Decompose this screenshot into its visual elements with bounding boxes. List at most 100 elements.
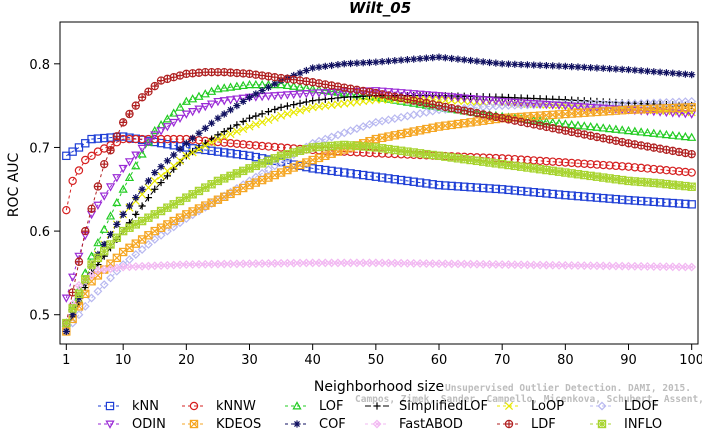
x-tick-label-1: 1: [62, 353, 70, 368]
point-ldf-100: [687, 149, 696, 159]
point-knn-45: [340, 168, 349, 177]
point-odin-55: [402, 89, 413, 98]
point-cof-98: [675, 70, 683, 78]
point-inflo-3: [74, 289, 84, 299]
point-knnw-83: [580, 159, 589, 168]
point-cof-60: [435, 53, 443, 61]
point-lof-29: [238, 80, 248, 90]
point-inflo-78: [548, 166, 557, 176]
point-cof-22: [195, 129, 203, 137]
point-cof-66: [473, 57, 481, 65]
point-loop-27: [226, 130, 235, 139]
point-loop-21: [188, 148, 197, 157]
point-inflo-96: [662, 179, 671, 189]
point-lof-8: [105, 211, 116, 220]
point-knn-84: [586, 192, 595, 202]
point-knn-91: [630, 196, 640, 205]
legend-item-fastabod: FastABOD: [365, 417, 463, 432]
point-ldof-71: [504, 101, 513, 110]
point-knn-26: [220, 148, 229, 157]
point-odin-7: [99, 192, 109, 201]
point-cof-34: [271, 80, 279, 88]
point-fastabod-28: [232, 259, 242, 269]
point-knn-52: [384, 174, 393, 183]
point-fastabod-66: [472, 259, 482, 269]
point-knn-80: [561, 190, 570, 200]
point-odin-98: [674, 109, 684, 118]
point-cof-62: [448, 54, 456, 63]
point-ldof-70: [497, 101, 507, 111]
point-fastabod-33: [264, 259, 273, 268]
point-fastabod-99: [680, 262, 690, 272]
point-knnw-92: [636, 163, 646, 173]
point-knn-71: [504, 185, 513, 195]
point-cof-2: [69, 311, 77, 319]
point-odin-18: [169, 118, 179, 128]
point-ldof-95: [655, 98, 665, 108]
point-loop-34: [270, 113, 279, 122]
point-odin-23: [200, 102, 210, 112]
point-simplifiedlof-30: [245, 114, 254, 122]
point-odin-10: [118, 164, 128, 174]
point-loop-15: [150, 176, 159, 185]
point-cof-64: [460, 56, 468, 64]
point-cof-31: [252, 90, 260, 98]
point-fastabod-73: [516, 260, 526, 270]
point-knn-87: [605, 194, 614, 203]
point-knn-92: [636, 196, 646, 206]
point-fastabod-53: [390, 258, 400, 268]
point-fastabod-11: [125, 262, 134, 272]
point-cof-14: [144, 177, 153, 185]
point-lof-40: [308, 84, 318, 93]
point-lof-20: [181, 96, 191, 105]
point-ldof-3: [74, 310, 84, 320]
point-cof-72: [511, 60, 519, 68]
point-knnw-75: [529, 156, 538, 165]
legend-label-simplifiedlof: SimplifiedLOF: [399, 399, 488, 414]
point-knnw-96: [662, 166, 671, 175]
point-cof-77: [542, 61, 550, 70]
point-fastabod-35: [276, 258, 286, 268]
point-cof-42: [321, 62, 329, 70]
point-knnw-98: [674, 167, 684, 176]
point-inflo-37: [289, 148, 298, 157]
legend-marker-ldf: [504, 419, 514, 429]
point-odin-12: [131, 151, 141, 160]
point-cof-92: [637, 67, 645, 75]
point-inflo-100: [687, 182, 696, 191]
point-simplifiedlof-13: [138, 202, 146, 210]
point-fastabod-46: [346, 258, 356, 268]
point-cof-89: [618, 65, 626, 73]
point-knn-75: [529, 188, 538, 197]
point-knn-89: [617, 195, 627, 204]
point-lof-31: [251, 79, 261, 89]
point-lof-21: [188, 94, 198, 103]
point-ldof-44: [333, 130, 343, 140]
point-odin-3: [74, 252, 84, 262]
point-cof-87: [605, 65, 614, 73]
point-odin-33: [263, 92, 274, 101]
point-fastabod-45: [339, 258, 349, 268]
point-lof-93: [642, 127, 653, 137]
point-odin-13: [137, 144, 147, 154]
point-odin-81: [567, 102, 577, 111]
legend-label-cof: COF: [319, 417, 346, 432]
point-odin-66: [472, 95, 482, 104]
point-cof-21: [189, 134, 197, 142]
point-fastabod-61: [440, 259, 450, 269]
point-inflo-53: [390, 145, 399, 155]
point-lof-26: [219, 83, 229, 92]
point-ldof-94: [649, 98, 659, 108]
point-knn-17: [163, 139, 172, 149]
point-ldf-98: [674, 147, 684, 157]
point-simplifiedlof-34: [271, 105, 279, 114]
point-inflo-73: [516, 162, 526, 171]
point-fastabod-3: [74, 281, 84, 290]
x-tick-label-60: 60: [431, 353, 448, 368]
point-lof-17: [162, 114, 173, 123]
point-lof-100: [687, 132, 697, 141]
point-inflo-59: [428, 150, 437, 160]
point-inflo-84: [586, 171, 595, 181]
point-knn-60: [434, 180, 444, 190]
point-knn-88: [611, 194, 621, 204]
